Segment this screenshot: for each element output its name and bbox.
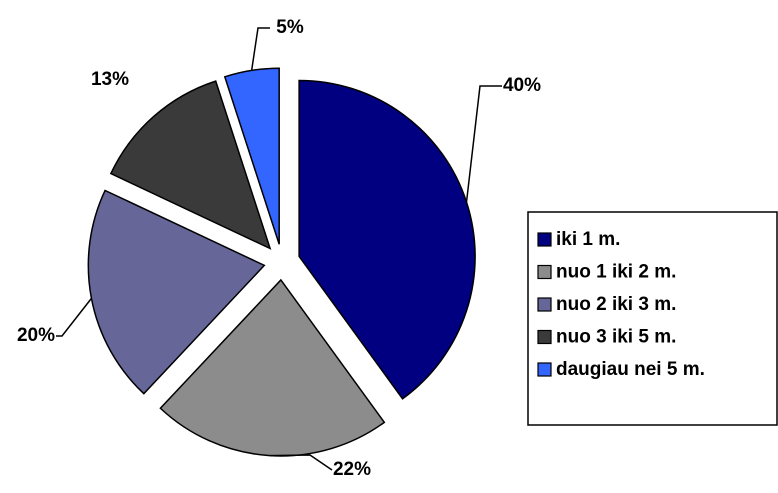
legend-swatch	[537, 362, 552, 377]
legend-label: nuo 2 iki 3 m.	[556, 294, 676, 315]
pie-slice	[298, 79, 476, 400]
data-label: 5%	[276, 17, 304, 38]
leader-line	[250, 27, 270, 71]
data-label: 40%	[503, 75, 541, 96]
legend-swatch	[537, 297, 552, 312]
pie-slice	[109, 80, 272, 250]
legend-swatch	[537, 264, 552, 280]
data-label: 13%	[91, 69, 129, 90]
pie-slice	[87, 189, 266, 395]
legend-label: nuo 3 iki 5 m.	[556, 327, 676, 348]
leader-line	[269, 454, 333, 471]
legend-label: daugiau nei 5 m.	[556, 359, 705, 380]
leader-line	[465, 85, 502, 203]
legend-label: iki 1 m.	[556, 229, 620, 250]
data-label: 20%	[17, 325, 55, 346]
legend-swatch	[537, 232, 552, 247]
pie-slice	[223, 67, 280, 245]
data-label: 22%	[333, 459, 371, 480]
legend-box	[527, 211, 778, 426]
legend-label: nuo 1 iki 2 m.	[556, 262, 676, 283]
legend-swatch	[537, 329, 552, 345]
leader-line	[56, 297, 93, 337]
